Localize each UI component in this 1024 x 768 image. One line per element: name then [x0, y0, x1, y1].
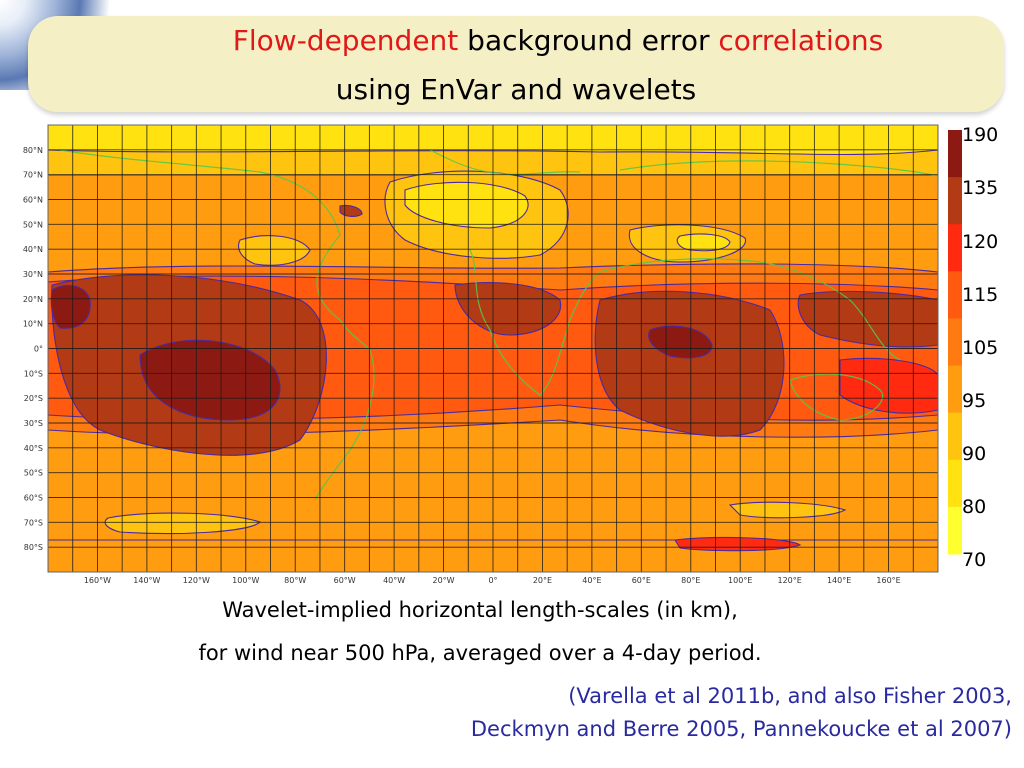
coastline-6	[619, 160, 938, 177]
coastline-4	[599, 258, 901, 361]
length-scale-map: 80°N 70°N 60°N 50°N 40°N 30°N 20°N 10°N 0° 10°S 20…	[23, 124, 998, 585]
x-tick-label: 100°W	[232, 576, 259, 585]
x-tick-label: 120°E	[778, 576, 802, 585]
coastline-1	[314, 349, 375, 501]
title-banner	[28, 16, 1004, 112]
colorbar-swatch	[948, 412, 962, 461]
y-tick-label: 20°N	[23, 295, 43, 304]
x-tick-label: 20°W	[433, 576, 455, 585]
field-north-atlantic-min	[404, 181, 529, 229]
colorbar-label: 190	[962, 124, 998, 146]
grid-lines	[47, 124, 939, 573]
x-tick-label: 40°E	[582, 576, 601, 585]
colorbar-label: 115	[962, 284, 998, 306]
coastline-0	[59, 149, 371, 351]
y-tick-label: 40°S	[24, 444, 43, 453]
colorbar-label: 90	[962, 443, 986, 465]
colorbar-label: 70	[962, 549, 986, 571]
x-tick-label: 140°W	[133, 576, 160, 585]
map-frame	[47, 124, 939, 573]
colorbar-label: 80	[962, 496, 986, 518]
y-tick-label: 10°N	[23, 320, 43, 329]
coastline-3	[469, 249, 601, 396]
colorbar-label: 120	[962, 231, 998, 253]
colorbar-label: 135	[962, 177, 998, 199]
title-highlight-flow-dependent: Flow-dependent	[232, 24, 459, 57]
colorbar-swatch	[948, 365, 962, 414]
x-tick-label: 20°E	[533, 576, 552, 585]
longitude-tick-labels: 160°W 140°W 120°W 100°W 80°W 60°W 40°W 20°W 0° 20…	[84, 576, 901, 585]
colorbar-swatch	[948, 506, 962, 555]
colorbar-label: 105	[962, 337, 998, 359]
latitude-tick-labels: 80°N 70°N 60°N 50°N 40°N 30°N 20°N 10°N 0° 10°S 20…	[23, 146, 43, 552]
field-west-pacific-core	[797, 290, 938, 348]
colorbar-swatch	[948, 224, 962, 272]
x-tick-label: 120°W	[183, 576, 210, 585]
y-tick-label: 70°N	[23, 171, 43, 180]
colorbar-swatch	[948, 177, 962, 225]
field-northamerica-low	[237, 235, 311, 266]
y-tick-label: 40°N	[23, 245, 43, 254]
field-southern-ocean-low-2	[728, 501, 847, 519]
y-tick-label: 30°N	[23, 270, 43, 279]
x-tick-label: 160°E	[876, 576, 900, 585]
colorbar-swatch	[948, 318, 962, 367]
field-pacific-west-peak	[50, 284, 91, 329]
x-tick-label: 0°	[488, 576, 497, 585]
x-tick-label: 40°W	[383, 576, 405, 585]
y-tick-label: 70°S	[24, 518, 43, 527]
coastline-5	[789, 373, 884, 421]
field-indian-peak	[648, 325, 713, 359]
colorbar-swatch	[948, 271, 962, 319]
field-pacific-peak	[139, 339, 281, 421]
y-tick-label: 30°S	[24, 419, 43, 428]
colorbar-swatch	[948, 130, 962, 178]
field-asia-min	[676, 233, 731, 252]
x-tick-label: 160°W	[84, 576, 111, 585]
reference-line-1: (Varella et al 2011b, and also Fisher 20…	[568, 684, 1012, 708]
x-tick-label: 60°W	[334, 576, 356, 585]
x-tick-label: 140°E	[827, 576, 851, 585]
title-highlight-correlations: correlations	[718, 24, 884, 57]
colorbar-swatch	[948, 459, 962, 508]
colorbar-label: 95	[962, 390, 986, 412]
title-middle-text: background error	[458, 24, 719, 57]
y-tick-label: 20°S	[24, 394, 43, 403]
y-tick-label: 60°S	[24, 494, 43, 503]
field-atlantic-core	[454, 282, 562, 336]
y-tick-label: 10°S	[24, 369, 43, 378]
colorbar: 190 135 120 115 105 95 90 80 70	[948, 124, 998, 571]
y-tick-label: 80°N	[23, 146, 43, 155]
x-tick-label: 100°E	[728, 576, 752, 585]
y-tick-label: 80°S	[24, 543, 43, 552]
x-tick-label: 80°W	[284, 576, 306, 585]
caption-line-1: Wavelet-implied horizontal length-scales…	[222, 598, 738, 622]
y-tick-label: 60°N	[23, 196, 43, 205]
coastlines	[59, 149, 938, 501]
slide-title-line-2: using EnVar and wavelets	[335, 73, 697, 106]
y-tick-label: 0°	[34, 345, 43, 354]
coastline-2	[429, 149, 581, 175]
field-small-high	[339, 204, 363, 217]
x-tick-label: 80°E	[681, 576, 700, 585]
x-tick-label: 60°E	[632, 576, 651, 585]
slide-title-line-1: Flow-dependent background error correlat…	[46, 24, 1024, 57]
y-tick-label: 50°N	[23, 220, 43, 229]
reference-line-2: Deckmyn and Berre 2005, Pannekoucke et a…	[470, 717, 1012, 741]
caption-line-2: for wind near 500 hPa, averaged over a 4…	[198, 641, 762, 665]
field-indian-core	[594, 290, 785, 437]
y-tick-label: 50°S	[24, 469, 43, 478]
